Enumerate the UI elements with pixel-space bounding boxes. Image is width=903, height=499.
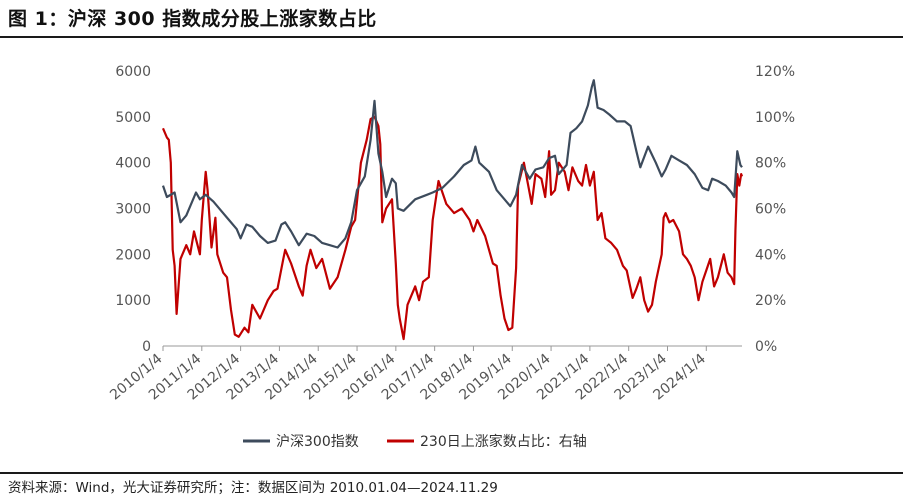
y-left-axis: 0 1000 2000 3000 4000 5000 6000 — [115, 64, 151, 355]
y-left-tick-label: 6000 — [115, 64, 151, 80]
y-left-tick-label: 4000 — [115, 156, 151, 172]
x-axis: 2010/1/42011/1/42012/1/42013/1/42014/1/4… — [107, 346, 709, 403]
index-series-line — [161, 79, 743, 249]
ratio-series-line — [161, 115, 744, 341]
y-right-tick-label: 0% — [755, 339, 777, 355]
legend-label-ratio: 230日上涨家数占比：右轴 — [420, 433, 587, 450]
y-left-tick-label: 2000 — [115, 247, 151, 263]
source-divider — [0, 472, 903, 474]
legend: 沪深300指数 230日上涨家数占比：右轴 — [243, 433, 587, 450]
y-right-axis: 0% 20% 40% 60% 80% 100% 120% — [755, 64, 795, 355]
y-right-tick-label: 20% — [755, 293, 786, 309]
y-right-tick-label: 120% — [755, 64, 795, 80]
y-right-tick-label: 100% — [755, 110, 795, 126]
title-divider — [0, 36, 903, 38]
y-left-tick-label: 5000 — [115, 110, 151, 126]
y-left-tick-label: 3000 — [115, 202, 151, 218]
line-chart: 0 1000 2000 3000 4000 5000 6000 0% 20% 40% 60% 80%… — [107, 64, 795, 450]
y-left-tick-label: 0 — [142, 339, 151, 355]
source-note: 资料来源：Wind，光大证券研究所；注：数据区间为 2010.01.04—202… — [8, 480, 498, 496]
y-left-tick-label: 1000 — [115, 293, 151, 309]
y-right-tick-label: 60% — [755, 202, 786, 218]
series-layer — [161, 79, 744, 341]
y-right-tick-label: 80% — [755, 156, 786, 172]
legend-label-index: 沪深300指数 — [276, 434, 359, 450]
figure-title: 图 1：沪深 300 指数成分股上涨家数占比 — [8, 8, 377, 30]
y-right-tick-label: 40% — [755, 247, 786, 263]
